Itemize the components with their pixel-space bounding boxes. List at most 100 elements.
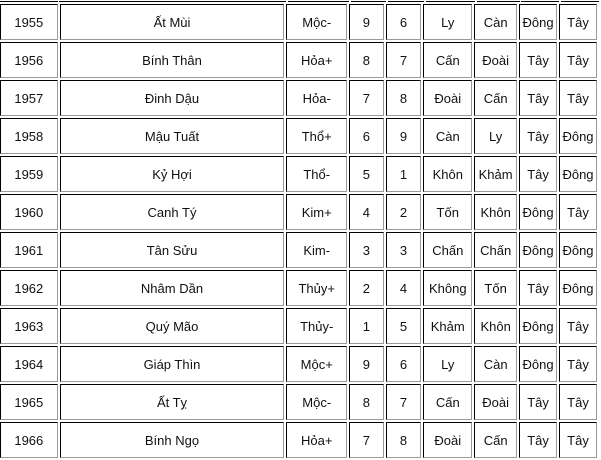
trigram-cell-1: Ly [423,346,473,382]
year-cell: 1955 [0,4,58,40]
element-cell: Hỏa- [286,80,348,116]
trigram-cell-1: Cấn [423,42,473,78]
element-cell: Thổ- [286,156,348,192]
table-row: 1957 Đinh Dậu Hỏa- 7 8 Đoài Cấn Tây Tây [0,80,597,116]
year-cell: 1957 [0,80,58,116]
year-cell: 1965 [0,384,58,420]
direction-cell-2: Đông [559,270,597,306]
table-row: 1965 Ất Tỵ Mộc- 8 7 Cấn Đoài Tây Tây [0,384,597,420]
trigram-cell-1: Khảm [423,308,473,344]
year-cell: 1963 [0,308,58,344]
element-cell: Mộc- [286,4,348,40]
can-chi-name-cell: Giáp Thìn [59,346,285,382]
direction-cell-2: Đông [559,118,597,154]
element-cell: Thổ+ [286,118,348,154]
number-cell-1: 8 [349,384,384,420]
number-cell-2: 1 [385,156,422,192]
number-cell-1: 7 [349,80,384,116]
number-cell-1: 8 [349,42,384,78]
table-row: 1963 Quý Mão Thủy- 1 5 Khảm Khôn Đông Tây [0,308,597,344]
can-chi-name-cell: Ất Mùi [59,4,285,40]
trigram-cell-1: Không [423,270,473,306]
year-cell: 1962 [0,270,58,306]
element-cell: Mộc+ [286,346,348,382]
can-chi-name-cell: Canh Tý [59,194,285,230]
direction-cell-1: Đông [519,4,557,40]
table-row: 1958 Mậu Tuất Thổ+ 6 9 Càn Ly Tây Đông [0,118,597,154]
trigram-cell-1: Đoài [423,80,473,116]
element-cell: Kim- [286,232,348,268]
year-cell: 1961 [0,232,58,268]
can-chi-name-cell: Bính Thân [59,42,285,78]
table-row: 1961 Tân Sửu Kim- 3 3 Chấn Chấn Đông Đông [0,232,597,268]
element-cell: Thủy- [286,308,348,344]
trigram-cell-2: Tốn [474,270,518,306]
direction-cell-1: Tây [519,42,557,78]
direction-cell-2: Tây [559,194,597,230]
direction-cell-2: Tây [559,422,597,458]
trigram-cell-1: Đoài [423,422,473,458]
number-cell-2: 7 [385,42,422,78]
can-chi-name-cell: Bính Ngọ [59,422,285,458]
number-cell-2: 6 [385,4,422,40]
table-row: 1959 Kỷ Hợi Thổ- 5 1 Khôn Khảm Tây Đông [0,156,597,192]
trigram-cell-1: Chấn [423,232,473,268]
number-cell-2: 8 [385,422,422,458]
number-cell-1: 3 [349,232,384,268]
trigram-cell-2: Cấn [474,80,518,116]
table-row: 1955 Ất Mùi Mộc- 9 6 Ly Càn Đông Tây [0,4,597,40]
direction-cell-2: Tây [559,80,597,116]
can-chi-name-cell: Tân Sửu [59,232,285,268]
can-chi-name-cell: Nhâm Dần [59,270,285,306]
direction-cell-2: Tây [559,42,597,78]
number-cell-1: 2 [349,270,384,306]
number-cell-1: 6 [349,118,384,154]
number-cell-2: 8 [385,80,422,116]
direction-cell-1: Tây [519,118,557,154]
year-cell: 1960 [0,194,58,230]
direction-cell-1: Tây [519,422,557,458]
year-cell: 1966 [0,422,58,458]
number-cell-2: 5 [385,308,422,344]
direction-cell-1: Đông [519,346,557,382]
year-cell: 1956 [0,42,58,78]
number-cell-2: 7 [385,384,422,420]
direction-cell-2: Tây [559,308,597,344]
direction-cell-1: Tây [519,384,557,420]
can-chi-name-cell: Mậu Tuất [59,118,285,154]
table-row: 1964 Giáp Thìn Mộc+ 9 6 Ly Càn Đông Tây [0,346,597,382]
trigram-cell-1: Tốn [423,194,473,230]
direction-cell-1: Đông [519,232,557,268]
can-chi-name-cell: Ất Tỵ [59,384,285,420]
trigram-cell-2: Khảm [474,156,518,192]
trigram-cell-2: Khôn [474,308,518,344]
table-row: 1962 Nhâm Dần Thủy+ 2 4 Không Tốn Tây Đông [0,270,597,306]
number-cell-1: 4 [349,194,384,230]
trigram-cell-2: Đoài [474,384,518,420]
table-row: 1960 Canh Tý Kim+ 4 2 Tốn Khôn Đông Tây [0,194,597,230]
previous-row-edge [0,0,601,2]
number-cell-1: 1 [349,308,384,344]
element-cell: Hỏa+ [286,422,348,458]
direction-cell-2: Tây [559,384,597,420]
number-cell-1: 7 [349,422,384,458]
trigram-cell-1: Cấn [423,384,473,420]
trigram-cell-1: Khôn [423,156,473,192]
trigram-cell-1: Ly [423,4,473,40]
direction-cell-1: Đông [519,308,557,344]
number-cell-2: 3 [385,232,422,268]
trigram-cell-2: Chấn [474,232,518,268]
element-cell: Kim+ [286,194,348,230]
element-cell: Hỏa+ [286,42,348,78]
trigram-cell-2: Cấn [474,422,518,458]
trigram-cell-2: Càn [474,4,518,40]
number-cell-2: 6 [385,346,422,382]
trigram-cell-2: Ly [474,118,518,154]
number-cell-2: 4 [385,270,422,306]
number-cell-2: 2 [385,194,422,230]
direction-cell-1: Tây [519,80,557,116]
trigram-cell-1: Càn [423,118,473,154]
direction-cell-2: Đông [559,232,597,268]
can-chi-name-cell: Kỷ Hợi [59,156,285,192]
